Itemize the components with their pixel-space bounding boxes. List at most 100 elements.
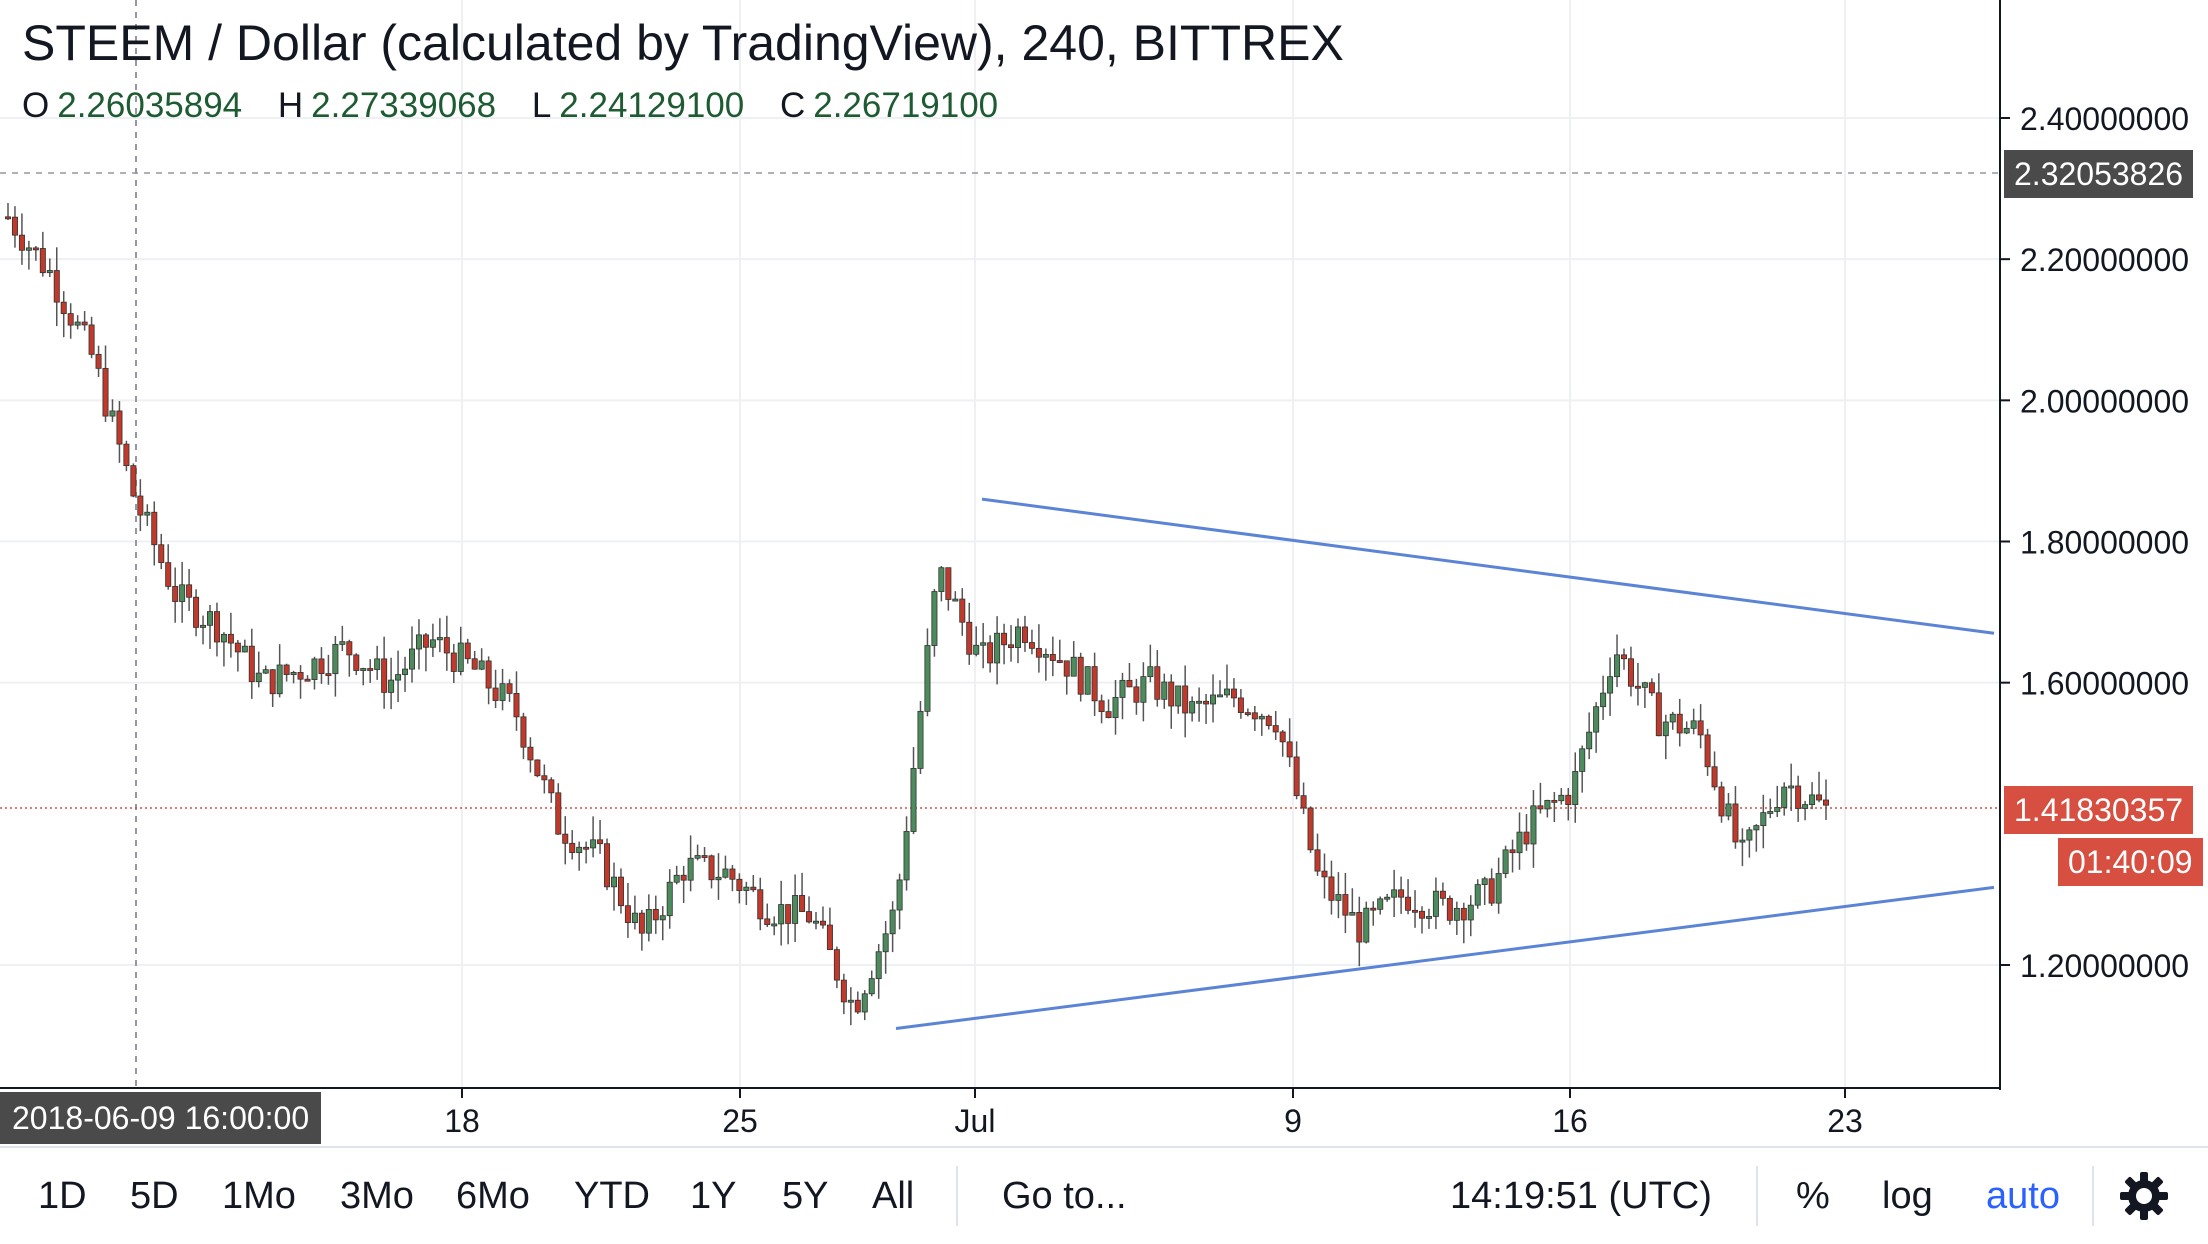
candle-body [32, 247, 39, 251]
toolbar-divider [1756, 1166, 1758, 1226]
candle-body [1586, 731, 1593, 750]
candle-body [1523, 831, 1530, 845]
time-axis[interactable]: 18 25 Jul 9 16 23 [444, 1088, 1863, 1139]
close-value: 2.26719100 [813, 86, 999, 125]
crosshair-price-tag: 2.32053826 [2004, 150, 2194, 198]
range-5d-button[interactable]: 5D [130, 1175, 179, 1217]
candle-body [1405, 896, 1412, 911]
candle-body [694, 855, 701, 859]
candle-body [137, 495, 144, 516]
time-axis-label: Jul [955, 1103, 996, 1139]
candle-body [193, 596, 200, 628]
candle-body [875, 951, 882, 980]
close-label: C [779, 86, 806, 125]
utc-clock[interactable]: 14:19:51 (UTC) [1450, 1175, 1712, 1217]
candle-body [367, 668, 374, 671]
candle-body [436, 637, 443, 641]
candle-body [1147, 666, 1154, 678]
candle-body [1042, 654, 1049, 658]
range-1y-button[interactable]: 1Y [690, 1175, 737, 1217]
candle-body [1251, 712, 1258, 720]
candle-body [1621, 654, 1628, 660]
price-axis-label: 1.60000000 [2020, 666, 2189, 702]
candle-body [743, 886, 750, 891]
candle-body [1001, 632, 1008, 646]
candle-body [269, 669, 276, 695]
candle-body [778, 904, 785, 925]
price-axis[interactable]: 2.40000000 2.20000000 2.00000000 1.80000000… [2000, 101, 2189, 984]
goto-date-button[interactable]: Go to... [1002, 1175, 1127, 1217]
candle-body [813, 920, 820, 924]
candle-body [945, 567, 952, 600]
candle-body [792, 895, 799, 924]
candle-body [597, 839, 604, 845]
candle-body [1753, 825, 1760, 831]
candle-body [952, 598, 959, 602]
percent-scale-toggle[interactable]: % [1796, 1175, 1830, 1217]
candle-body [1279, 731, 1286, 743]
candle-body [144, 511, 151, 516]
candle-body [88, 324, 95, 355]
candle-body [1077, 656, 1084, 695]
candle-body [450, 652, 457, 672]
candle-body [67, 313, 74, 326]
candle-body [506, 683, 513, 694]
candle-body [1140, 676, 1147, 703]
candle-body [422, 634, 429, 648]
high-value: 2.27339068 [311, 86, 497, 125]
candle-body [1460, 907, 1467, 921]
candle-body [611, 876, 618, 888]
candle-body [966, 621, 973, 655]
candle-body [1196, 700, 1203, 704]
trendlines[interactable] [895, 497, 1995, 1031]
range-6mo-button[interactable]: 6Mo [456, 1175, 530, 1217]
candle-body [1614, 654, 1621, 678]
range-1d-button[interactable]: 1D [38, 1175, 87, 1217]
candle-body [1161, 681, 1168, 700]
range-5y-button[interactable]: 5Y [782, 1175, 829, 1217]
range-1mo-button[interactable]: 1Mo [222, 1175, 296, 1217]
range-ytd-button[interactable]: YTD [574, 1175, 650, 1217]
candle-body [1634, 685, 1641, 689]
settings-gear-icon[interactable] [2118, 1170, 2170, 1222]
candle-body [1321, 870, 1328, 878]
candle-body [604, 843, 611, 888]
candle-body [1593, 706, 1600, 733]
candle-body [799, 895, 806, 912]
range-all-button[interactable]: All [872, 1175, 915, 1217]
candle-body [1203, 700, 1210, 705]
candle-body [179, 584, 186, 602]
candle-body [5, 216, 11, 220]
candle-body [785, 904, 792, 924]
candle-body [1641, 682, 1648, 688]
candle-body [638, 912, 645, 934]
candle-body [1725, 803, 1732, 817]
candle-body [1544, 799, 1551, 810]
price-chart[interactable]: 2.40000000 2.20000000 2.00000000 1.80000000… [0, 0, 2208, 1146]
candle-body [95, 353, 102, 369]
candle-body [1648, 682, 1655, 694]
candle-body [325, 673, 332, 676]
candle-body [1154, 666, 1161, 700]
candle-body [910, 768, 917, 832]
candle-body [18, 234, 25, 251]
candle-body [1112, 697, 1119, 718]
candle-body [255, 672, 262, 683]
candle-body [889, 909, 896, 935]
auto-scale-toggle[interactable]: auto [1986, 1175, 2060, 1217]
candle-body [1419, 910, 1426, 919]
candle-body [729, 868, 736, 880]
candle-body [457, 642, 464, 672]
candle-body [903, 831, 910, 881]
candle-body [290, 672, 297, 675]
candle-body [1237, 697, 1244, 713]
candle-body [833, 949, 840, 981]
candle-body [206, 611, 213, 626]
candle-body [1056, 660, 1063, 663]
candle-body [924, 645, 931, 712]
log-scale-toggle[interactable]: log [1882, 1175, 1933, 1217]
range-3mo-button[interactable]: 3Mo [340, 1175, 414, 1217]
candle-body [1607, 676, 1614, 694]
candle-body [896, 879, 903, 911]
candle-body [1105, 711, 1112, 718]
